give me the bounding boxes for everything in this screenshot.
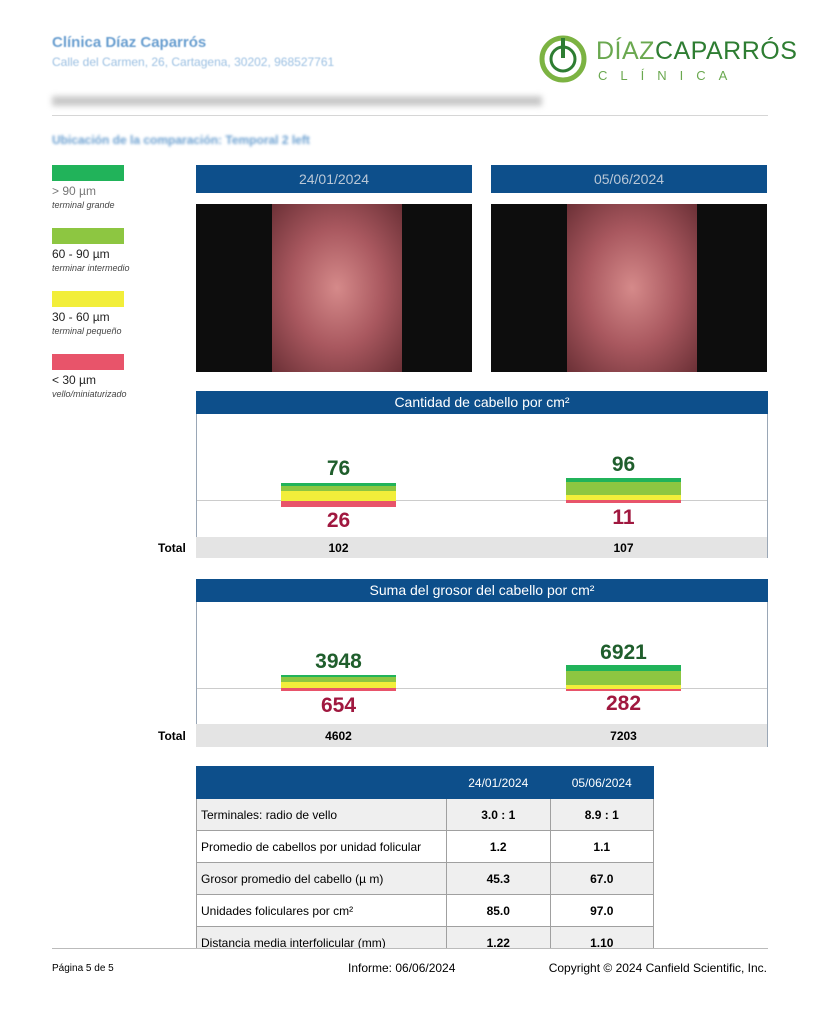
vellus-value: 26 bbox=[326, 509, 351, 532]
baseline bbox=[197, 500, 767, 501]
legend-sublabel: terminar intermedio bbox=[52, 263, 130, 273]
address: Calle del Carmen, 26, Cartagena, 30202, … bbox=[52, 55, 335, 69]
logo-sub: CLÍNICA bbox=[598, 68, 741, 83]
total-value: 7203 bbox=[610, 729, 637, 743]
total-label: Total bbox=[158, 541, 186, 555]
table-cell: 1.22 bbox=[446, 926, 551, 948]
table-row: Unidades foliculares por cm² 85.0 97.0 bbox=[196, 894, 654, 927]
table-row: Terminales: radio de vello 3.0 : 1 8.9 : 1 bbox=[196, 798, 654, 831]
table-wrap: 24/01/2024 05/06/2024 Terminales: radio … bbox=[196, 766, 654, 948]
legend-label: 60 - 90 µm bbox=[52, 247, 110, 261]
header-cell bbox=[196, 766, 447, 799]
table-cell: Promedio de cabellos por unidad folicula… bbox=[196, 830, 447, 863]
table-cell: 67.0 bbox=[549, 862, 654, 895]
report-date: Informe: 06/06/2024 bbox=[348, 961, 456, 975]
logo-brand-a: DÍAZ bbox=[596, 37, 655, 65]
terminal-value: 6921 bbox=[600, 641, 647, 664]
logo-icon bbox=[539, 35, 587, 83]
location: Ubicación de la comparación: Temporal 2 … bbox=[52, 133, 310, 147]
vellus-value: 654 bbox=[320, 694, 357, 717]
table-cell: Distancia media interfolicular (mm) bbox=[196, 926, 447, 948]
header-cell: 24/01/2024 bbox=[446, 766, 551, 799]
scalp-photo bbox=[491, 204, 767, 372]
legend-sublabel: terminal grande bbox=[52, 200, 115, 210]
table-row: Promedio de cabellos por unidad folicula… bbox=[196, 830, 654, 863]
copyright: Copyright © 2024 Canfield Scientific, In… bbox=[548, 961, 767, 975]
metrics-table: 24/01/2024 05/06/2024 Terminales: radio … bbox=[196, 766, 654, 948]
legend-sublabel: terminal pequeño bbox=[52, 326, 122, 336]
total-row bbox=[196, 537, 767, 558]
stack-bar bbox=[566, 665, 681, 691]
blurred-line bbox=[52, 96, 542, 106]
table-cell: 8.9 : 1 bbox=[549, 798, 654, 831]
legend-swatch bbox=[52, 291, 124, 307]
table-cell: Unidades foliculares por cm² bbox=[196, 894, 447, 927]
vellus-value: 11 bbox=[612, 506, 635, 529]
date-header: 24/01/2024 bbox=[196, 165, 472, 193]
scalp-photo bbox=[196, 204, 472, 372]
table-cell: Terminales: radio de vello bbox=[196, 798, 447, 831]
stack-bar bbox=[566, 478, 681, 503]
terminal-value: 96 bbox=[611, 453, 636, 476]
table-cell: 1.1 bbox=[549, 830, 654, 863]
legend-label: 30 - 60 µm bbox=[52, 310, 110, 324]
baseline bbox=[197, 688, 767, 689]
total-value: 4602 bbox=[325, 729, 352, 743]
legend-sublabel: vello/miniaturizado bbox=[52, 389, 127, 399]
date-header: 05/06/2024 bbox=[491, 165, 767, 193]
total-value: 102 bbox=[328, 541, 349, 555]
table-cell: 3.0 : 1 bbox=[446, 798, 551, 831]
legend-label: < 30 µm bbox=[52, 373, 96, 387]
footer-line bbox=[52, 948, 768, 949]
panel-title: Cantidad de cabello por cm² bbox=[196, 391, 768, 414]
table-cell: 45.3 bbox=[446, 862, 551, 895]
table-row: Grosor promedio del cabello (µ m) 45.3 67.… bbox=[196, 862, 654, 895]
divider bbox=[52, 115, 768, 116]
terminal-value: 3948 bbox=[315, 650, 362, 673]
header-cell: 05/06/2024 bbox=[549, 766, 654, 799]
stack-bar bbox=[281, 483, 396, 507]
total-row bbox=[196, 724, 767, 747]
table-cell: 1.10 bbox=[549, 926, 654, 948]
logo-brand: DÍAZCAPARRÓS bbox=[596, 37, 797, 66]
legend-swatch bbox=[52, 165, 124, 181]
legend-label: > 90 µm bbox=[52, 184, 96, 198]
terminal-value: 76 bbox=[326, 457, 351, 480]
logo-brand-b: CAPARRÓS bbox=[654, 37, 798, 65]
legend-swatch bbox=[52, 354, 124, 370]
stack-bar bbox=[281, 675, 396, 691]
legend-swatch bbox=[52, 228, 124, 244]
table-header: 24/01/2024 05/06/2024 bbox=[196, 766, 654, 799]
page-number: Página 5 de 5 bbox=[52, 963, 114, 974]
total-label: Total bbox=[158, 729, 186, 743]
total-value: 107 bbox=[613, 541, 634, 555]
table-cell: 1.2 bbox=[446, 830, 551, 863]
clinic-name: Clínica Díaz Caparrós bbox=[52, 34, 207, 51]
table-cell: 97.0 bbox=[549, 894, 654, 927]
table-cell: Grosor promedio del cabello (µ m) bbox=[196, 862, 447, 895]
table-row: Distancia media interfolicular (mm) 1.22 1… bbox=[196, 926, 654, 948]
vellus-value: 282 bbox=[605, 692, 642, 715]
panel-title: Suma del grosor del cabello por cm² bbox=[196, 579, 768, 602]
table-cell: 85.0 bbox=[446, 894, 551, 927]
